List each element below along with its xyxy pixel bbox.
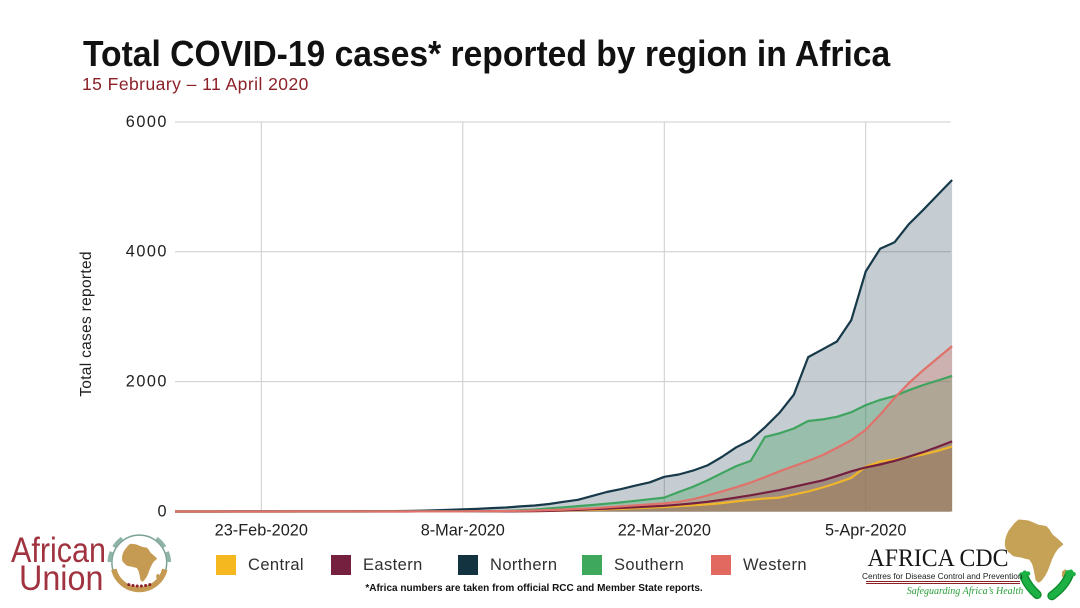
svg-text:8-Mar-2020: 8-Mar-2020 bbox=[421, 522, 505, 540]
svg-text:2000: 2000 bbox=[126, 372, 168, 390]
svg-text:22-Mar-2020: 22-Mar-2020 bbox=[618, 522, 711, 540]
svg-text:4000: 4000 bbox=[126, 243, 168, 261]
svg-text:0: 0 bbox=[157, 502, 168, 520]
svg-text:5-Apr-2020: 5-Apr-2020 bbox=[825, 522, 906, 540]
svg-text:Total cases reported: Total cases reported bbox=[78, 251, 95, 397]
svg-text:6000: 6000 bbox=[126, 113, 168, 131]
svg-text:23-Feb-2020: 23-Feb-2020 bbox=[215, 522, 308, 540]
